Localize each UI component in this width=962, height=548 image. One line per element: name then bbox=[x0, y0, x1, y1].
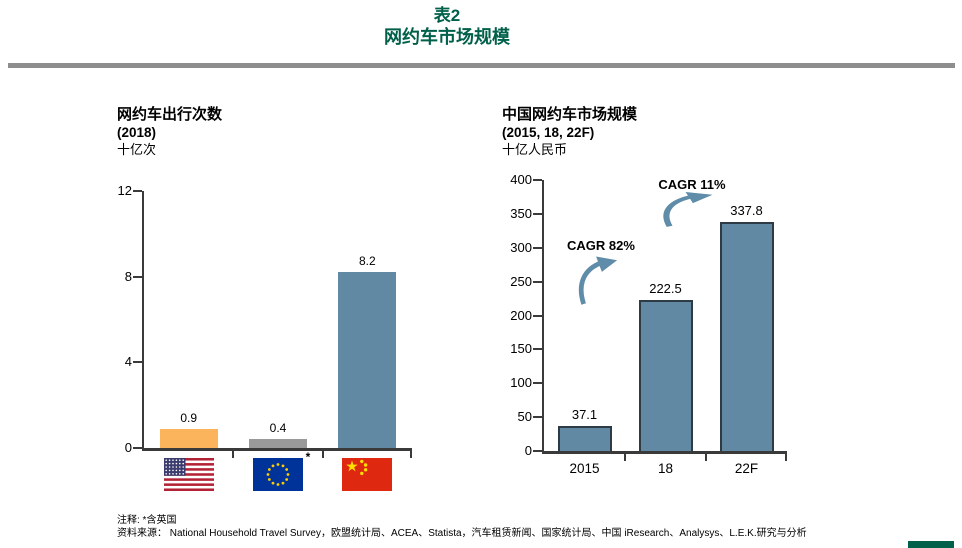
x-axis-tick bbox=[410, 448, 412, 458]
y-axis-tick bbox=[533, 246, 542, 249]
bar-value-label: 8.2 bbox=[358, 254, 376, 269]
y-axis-tick bbox=[533, 280, 542, 283]
chart-subtitle-text: (2018) bbox=[117, 125, 157, 140]
chart-title-text: 网约车出行次数 bbox=[117, 106, 223, 123]
x-axis-tick bbox=[232, 448, 235, 458]
chart-title-text: 中国网约车市场规模 bbox=[502, 106, 638, 123]
document-header: 表2 网约车市场规模 bbox=[0, 5, 894, 49]
y-axis-tick-label: 8 bbox=[124, 268, 132, 284]
y-axis-tick-label: 0 bbox=[124, 440, 132, 455]
bar-value-label: 222.5 bbox=[649, 281, 682, 297]
bar-value-label: 37.1 bbox=[571, 406, 598, 422]
cagr-11-arrow-icon bbox=[663, 192, 713, 227]
y-axis-tick bbox=[533, 416, 542, 419]
bar-value-label: 0.9 bbox=[180, 410, 197, 425]
trip-count-plot: 0 4 8 12 0.9 0.4 8.2 * bbox=[118, 183, 412, 491]
y-axis-tick bbox=[133, 275, 142, 278]
brand-corner-block bbox=[908, 541, 954, 548]
source-line: 资料来源： National Household Travel Survey，欧… bbox=[117, 528, 807, 539]
bar bbox=[249, 439, 307, 448]
y-axis-tick-label: 4 bbox=[124, 354, 132, 370]
cagr-82-label: CAGR 82% bbox=[567, 238, 635, 253]
x-axis-category-label: 22F bbox=[734, 461, 759, 476]
chart-unit-label: 十亿次 bbox=[117, 142, 157, 157]
us-flag-icon bbox=[163, 458, 214, 491]
y-axis-tick bbox=[533, 212, 542, 215]
y-axis-tick-label: 400 bbox=[510, 172, 532, 187]
x-axis-category-label: 18 bbox=[657, 461, 674, 476]
x-axis-tick bbox=[321, 448, 324, 458]
bar bbox=[338, 272, 397, 448]
x-axis-category-label: 2015 bbox=[569, 461, 600, 476]
y-axis-tick bbox=[533, 348, 542, 351]
eu-flag-icon bbox=[253, 458, 303, 491]
y-axis-tick bbox=[533, 314, 542, 317]
bar-value-label: 337.8 bbox=[730, 203, 763, 219]
bar bbox=[719, 222, 774, 451]
y-axis-tick bbox=[133, 361, 142, 364]
y-axis-tick-label: 250 bbox=[510, 273, 532, 289]
y-axis-tick-label: 50 bbox=[517, 409, 532, 425]
chart-unit-label: 十亿人民币 bbox=[502, 142, 568, 157]
x-axis-tick bbox=[785, 451, 787, 461]
bar bbox=[638, 300, 693, 451]
trip-count-chart-title: 网约车出行次数 (2018) 十亿次 bbox=[117, 105, 222, 158]
china-market-plot: 0 50 100 150 200 250 300 350 400 37.1 2015 222.5 18 3… bbox=[510, 172, 787, 476]
cagr-82-arrow-icon bbox=[578, 256, 618, 305]
y-axis-tick-label: 100 bbox=[510, 375, 532, 391]
table-number: 表2 bbox=[433, 6, 461, 25]
category-footnote-marker: * bbox=[305, 450, 311, 464]
y-axis-tick-label: 200 bbox=[510, 307, 532, 323]
y-axis-tick bbox=[133, 447, 142, 449]
bar bbox=[557, 425, 612, 451]
x-axis-tick bbox=[624, 451, 626, 461]
y-axis-tick-label: 150 bbox=[510, 341, 532, 357]
bar bbox=[159, 428, 218, 448]
y-axis-tick-label: 0 bbox=[524, 443, 532, 458]
x-axis-tick bbox=[705, 451, 707, 461]
page-title: 网约车市场规模 bbox=[384, 27, 510, 47]
bar-value-label: 0.4 bbox=[269, 421, 287, 436]
footnote: 注释: *含英国 bbox=[117, 515, 177, 526]
header-divider bbox=[8, 63, 955, 68]
china-flag-icon bbox=[342, 458, 393, 491]
y-axis-tick bbox=[533, 179, 542, 181]
y-axis-tick bbox=[533, 382, 542, 385]
y-axis-tick bbox=[533, 450, 542, 452]
y-axis-tick-label: 350 bbox=[510, 205, 532, 221]
cagr-11-label: CAGR 11% bbox=[658, 177, 726, 192]
china-market-chart-title: 中国网约车市场规模 (2015, 18, 22F) 十亿人民币 bbox=[502, 105, 637, 158]
y-axis-tick-label: 300 bbox=[510, 239, 532, 255]
y-axis-tick-label: 12 bbox=[117, 183, 132, 198]
y-axis-tick bbox=[133, 190, 142, 192]
chart-subtitle-text: (2015, 18, 22F) bbox=[502, 125, 595, 140]
